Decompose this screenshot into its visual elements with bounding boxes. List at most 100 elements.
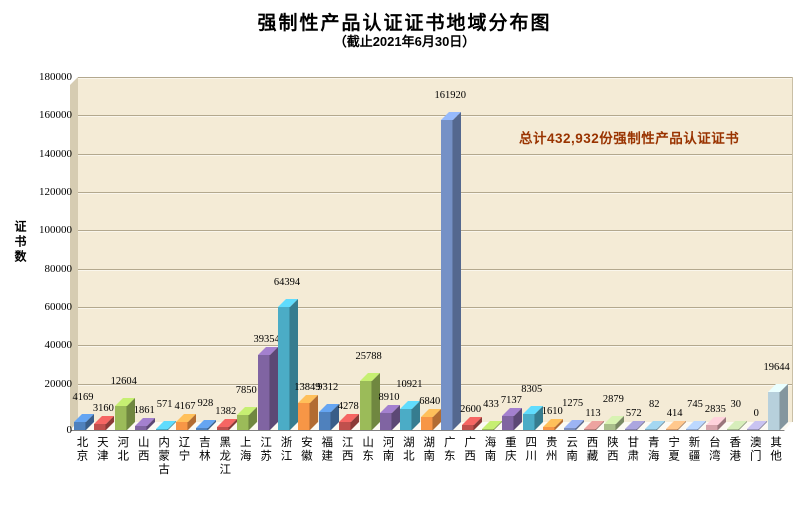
bar-face	[114, 405, 127, 430]
x-axis-label: 宁夏	[667, 436, 680, 463]
x-axis-label: 甘肃	[626, 436, 639, 463]
bar-value-label: 10921	[396, 379, 423, 391]
bar-value-label: 0	[753, 408, 759, 420]
y-axis-tick-label: 40000	[44, 339, 73, 352]
bar	[298, 403, 311, 430]
x-axis-label: 浙江	[279, 436, 292, 463]
x-axis-label: 安徽	[299, 436, 312, 463]
bar-value-label: 4169	[72, 392, 94, 403]
bar-value-label: 2600	[460, 404, 482, 416]
bar-face	[135, 426, 148, 430]
x-axis-label: 北京	[75, 436, 88, 463]
bar-face	[155, 428, 168, 430]
bar-value-label: 8910	[378, 391, 400, 403]
bar-face	[257, 354, 270, 430]
bar	[339, 421, 352, 430]
x-axis-label: 云南	[565, 436, 578, 463]
x-axis-label: 湖北	[401, 436, 414, 463]
x-axis-label: 山东	[361, 436, 374, 463]
bar-value-label: 13849	[294, 382, 321, 394]
bar-face	[584, 429, 596, 430]
x-axis-label: 江西	[340, 436, 353, 463]
bar	[135, 426, 148, 430]
chart-canvas: 强制性产品认证证书地域分布图 （截止2021年6月30日） 证书数 0 20000…	[0, 0, 809, 490]
bar	[216, 427, 229, 430]
bar	[420, 416, 433, 430]
x-axis-label: 福建	[320, 436, 333, 463]
gridline	[78, 153, 792, 155]
bar-value-label: 3160	[92, 402, 114, 414]
bar-value-label: 30	[730, 399, 742, 411]
bar-face	[522, 414, 535, 430]
bar-value-label: 572	[625, 407, 642, 419]
bar	[482, 429, 494, 430]
y-axis-title: 证书数	[13, 220, 27, 265]
bar-face	[461, 425, 474, 430]
x-axis-label: 黑龙江	[218, 436, 231, 477]
bar-value-label: 1382	[215, 406, 237, 418]
bar	[155, 428, 168, 430]
bar-value-label: 571	[156, 398, 173, 410]
bar-value-label: 1610	[541, 405, 563, 417]
bar-value-label: 7850	[235, 384, 257, 396]
bar-face	[747, 429, 760, 430]
bar	[257, 354, 270, 430]
bar-face	[420, 416, 433, 430]
bar-value-label: 8305	[521, 384, 543, 396]
bar-face	[298, 403, 311, 430]
x-axis-label: 其他	[769, 436, 782, 463]
gridline	[78, 383, 792, 385]
gridline	[78, 192, 792, 193]
bar-value-label: 7137	[500, 395, 522, 407]
x-axis-label: 青海	[646, 436, 659, 463]
x-axis-label: 吉林	[197, 436, 210, 463]
y-axis-tick-label: 0	[66, 424, 73, 436]
bar	[665, 429, 678, 430]
bar	[747, 429, 760, 430]
bar-value-label: 2879	[602, 394, 624, 406]
y-axis-tick-label: 100000	[39, 224, 72, 237]
bar	[380, 412, 392, 430]
plot-back-wall	[78, 77, 793, 422]
x-axis-label: 香港	[728, 436, 741, 463]
bar-face	[604, 424, 617, 430]
bar-value-label: 39354	[253, 333, 280, 345]
bar-value-label: 6840	[419, 395, 441, 407]
gridline	[78, 345, 792, 347]
x-axis-label: 台湾	[707, 436, 720, 463]
bar	[441, 119, 454, 430]
bar-face	[726, 429, 739, 430]
gridline	[78, 115, 792, 117]
bar-value-label: 414	[666, 408, 683, 420]
bar	[400, 409, 413, 430]
x-axis-label: 西藏	[585, 436, 598, 463]
bar-value-label: 1275	[562, 397, 584, 409]
bar-face	[237, 414, 250, 430]
y-axis-tick-label: 140000	[39, 147, 72, 160]
bar-face	[543, 426, 556, 430]
bar-face	[624, 428, 637, 430]
x-axis-label: 山西	[136, 436, 149, 463]
x-axis-label: 重庆	[503, 436, 516, 463]
bar-face	[767, 392, 780, 430]
bar-face	[645, 429, 658, 430]
bar-face	[482, 429, 494, 430]
bar	[114, 405, 127, 430]
bar-face	[216, 427, 229, 430]
bar-face	[380, 412, 392, 430]
bar	[278, 306, 290, 430]
bar-face	[502, 416, 515, 430]
bar	[522, 414, 535, 430]
gridline	[78, 268, 792, 270]
x-axis-label: 四川	[524, 436, 537, 463]
bar-value-label: 25788	[355, 350, 382, 362]
bar-value-label: 161920	[434, 89, 466, 101]
bar-face	[339, 421, 352, 430]
bar-face	[400, 409, 413, 430]
bar-face	[176, 422, 188, 430]
bar-value-label: 64394	[273, 276, 301, 288]
bar	[543, 426, 556, 430]
bar	[196, 428, 209, 430]
bar-value-label: 82	[648, 399, 660, 411]
bar-face	[318, 412, 331, 430]
